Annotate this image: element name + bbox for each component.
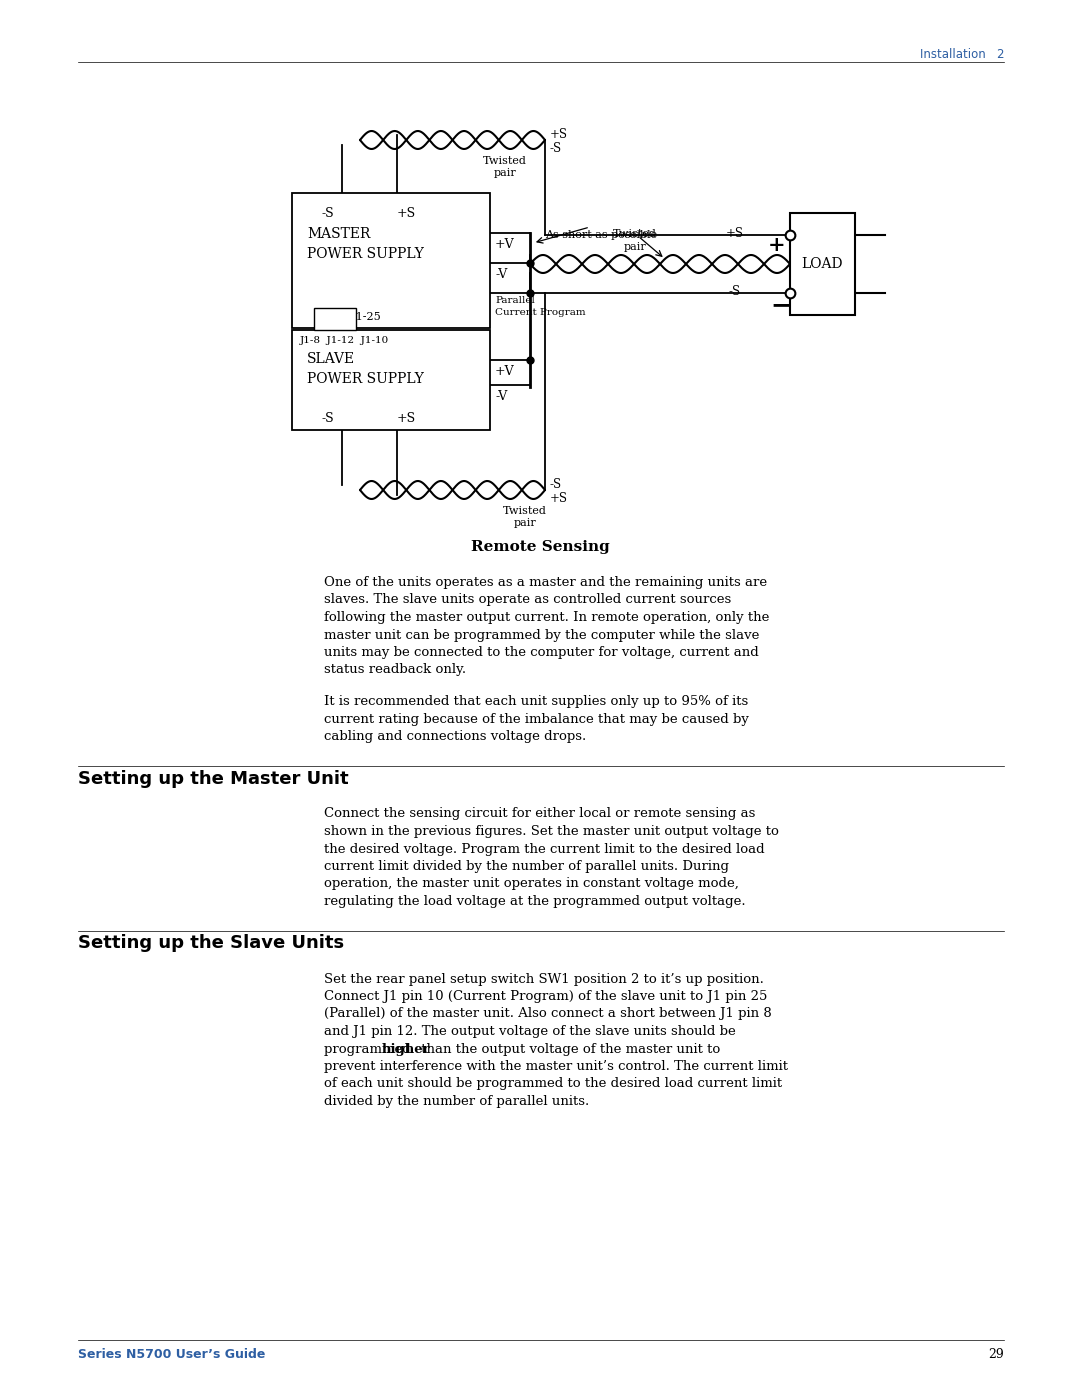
Text: than the output voltage of the master unit to: than the output voltage of the master un… — [418, 1042, 720, 1056]
Text: slaves. The slave units operate as controlled current sources: slaves. The slave units operate as contr… — [324, 594, 731, 606]
Text: +S: +S — [550, 492, 568, 504]
Text: programmed: programmed — [324, 1042, 415, 1056]
Text: It is recommended that each unit supplies only up to 95% of its: It is recommended that each unit supplie… — [324, 694, 748, 708]
Text: Twisted: Twisted — [613, 229, 657, 239]
Text: (Parallel) of the master unit. Also connect a short between J1 pin 8: (Parallel) of the master unit. Also conn… — [324, 1007, 772, 1020]
Bar — [789, 212, 855, 314]
Text: -S: -S — [322, 207, 335, 219]
Text: One of the units operates as a master and the remaining units are: One of the units operates as a master an… — [324, 576, 767, 590]
Text: Series N5700 User’s Guide: Series N5700 User’s Guide — [78, 1348, 266, 1361]
Text: -S: -S — [322, 412, 335, 425]
Text: J1-8  J1-12  J1-10: J1-8 J1-12 J1-10 — [300, 337, 389, 345]
Text: +V: +V — [495, 365, 515, 379]
Text: following the master output current. In remote operation, only the: following the master output current. In … — [324, 610, 769, 624]
Text: Set the rear panel setup switch SW1 position 2 to it’s up position.: Set the rear panel setup switch SW1 posi… — [324, 972, 764, 985]
Text: of each unit should be programmed to the desired load current limit: of each unit should be programmed to the… — [324, 1077, 782, 1091]
Text: POWER SUPPLY: POWER SUPPLY — [307, 372, 423, 386]
Bar — [292, 330, 490, 430]
Text: POWER SUPPLY: POWER SUPPLY — [307, 247, 423, 261]
Text: MASTER: MASTER — [307, 226, 370, 242]
Text: Current Program: Current Program — [495, 307, 585, 317]
Text: −: − — [770, 293, 791, 317]
Text: Setting up the Slave Units: Setting up the Slave Units — [78, 935, 345, 953]
Text: SLAVE: SLAVE — [307, 352, 355, 366]
Bar — [314, 307, 356, 330]
Text: regulating the load voltage at the programmed output voltage.: regulating the load voltage at the progr… — [324, 895, 745, 908]
Text: Parallel: Parallel — [495, 296, 535, 305]
Text: Installation   2: Installation 2 — [919, 47, 1004, 61]
Text: J1-25: J1-25 — [352, 312, 382, 321]
Text: shown in the previous figures. Set the master unit output voltage to: shown in the previous figures. Set the m… — [324, 826, 779, 838]
Text: pair: pair — [514, 518, 537, 528]
Text: the desired voltage. Program the current limit to the desired load: the desired voltage. Program the current… — [324, 842, 765, 855]
Text: -S: -S — [729, 285, 741, 298]
Text: prevent interference with the master unit’s control. The current limit: prevent interference with the master uni… — [324, 1060, 788, 1073]
Text: status readback only.: status readback only. — [324, 664, 467, 676]
Text: +V: +V — [495, 237, 515, 251]
Text: higher: higher — [381, 1042, 430, 1056]
Text: and J1 pin 12. The output voltage of the slave units should be: and J1 pin 12. The output voltage of the… — [324, 1025, 735, 1038]
Text: master unit can be programmed by the computer while the slave: master unit can be programmed by the com… — [324, 629, 759, 641]
Text: current limit divided by the number of parallel units. During: current limit divided by the number of p… — [324, 861, 729, 873]
Text: -V: -V — [495, 268, 508, 281]
Text: -S: -S — [550, 142, 562, 155]
Text: divided by the number of parallel units.: divided by the number of parallel units. — [324, 1095, 590, 1108]
Text: +S: +S — [397, 412, 416, 425]
Text: cabling and connections voltage drops.: cabling and connections voltage drops. — [324, 731, 586, 743]
Text: Twisted: Twisted — [503, 506, 546, 515]
Text: -S: -S — [550, 478, 562, 490]
Text: Connect the sensing circuit for either local or remote sensing as: Connect the sensing circuit for either l… — [324, 807, 755, 820]
Text: -V: -V — [495, 390, 508, 402]
Text: +S: +S — [397, 207, 416, 219]
Text: +: + — [768, 235, 785, 256]
Text: Connect J1 pin 10 (Current Program) of the slave unit to J1 pin 25: Connect J1 pin 10 (Current Program) of t… — [324, 990, 768, 1003]
Text: +S: +S — [550, 129, 568, 141]
Text: pair: pair — [494, 168, 516, 177]
Text: 29: 29 — [988, 1348, 1004, 1361]
Text: Remote Sensing: Remote Sensing — [471, 541, 609, 555]
Text: Twisted: Twisted — [483, 156, 527, 166]
Bar — [292, 193, 490, 328]
Text: +S: +S — [726, 226, 744, 240]
Text: units may be connected to the computer for voltage, current and: units may be connected to the computer f… — [324, 645, 759, 659]
Text: pair: pair — [623, 242, 646, 251]
Text: LOAD: LOAD — [801, 257, 843, 271]
Text: operation, the master unit operates in constant voltage mode,: operation, the master unit operates in c… — [324, 877, 739, 890]
Text: As short as possible: As short as possible — [545, 231, 657, 240]
Text: current rating because of the imbalance that may be caused by: current rating because of the imbalance … — [324, 712, 748, 725]
Text: Setting up the Master Unit: Setting up the Master Unit — [78, 770, 349, 788]
